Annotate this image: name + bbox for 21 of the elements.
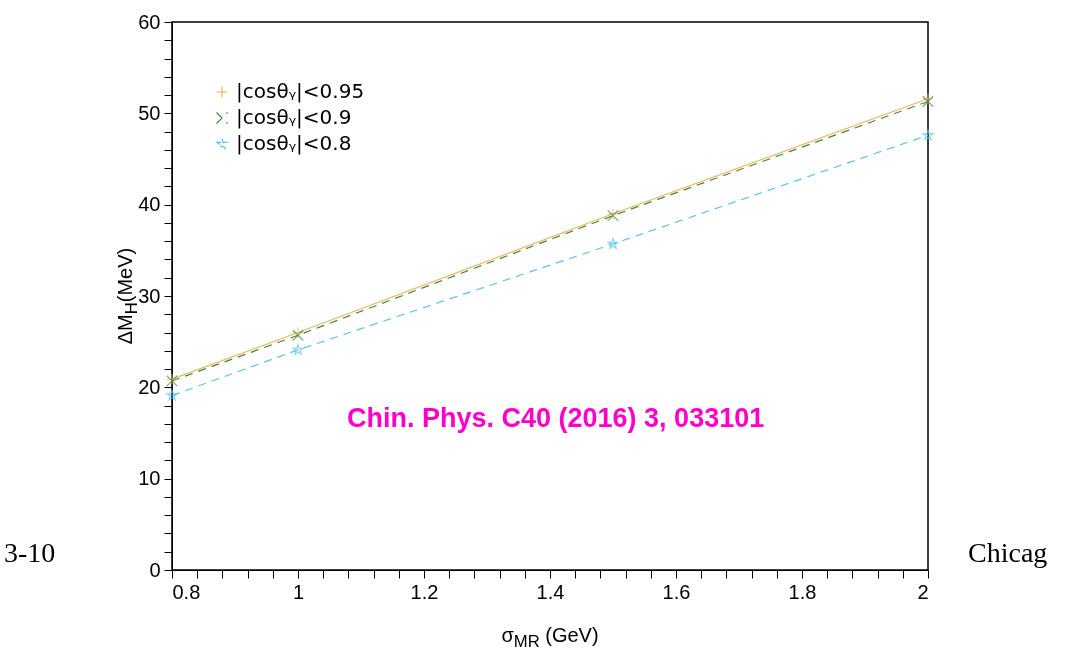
x-tick-label: 2 xyxy=(917,580,929,603)
y-tick-label: 50 xyxy=(138,101,161,124)
legend-label: |cosθᵧ|<0.95 xyxy=(236,79,365,103)
y-tick-label: 30 xyxy=(138,284,161,307)
x-axis-title: σ$_{MR}$ (GeV) xyxy=(501,624,599,652)
x-tick-label: 1.8 xyxy=(788,580,817,603)
y-tick-label: 0 xyxy=(149,558,161,581)
x-tick-label: 1.6 xyxy=(662,580,691,603)
y-tick-label: 20 xyxy=(138,375,161,398)
legend-label: |cosθᵧ|<0.8 xyxy=(236,131,352,155)
annotation: Chin. Phys. C40 (2016) 3, 033101 xyxy=(347,402,765,434)
y-tick-label: 60 xyxy=(138,10,161,33)
text: Chicag xyxy=(968,537,1048,569)
y-tick-label: 10 xyxy=(138,467,161,490)
x-tick-label: 1.4 xyxy=(536,580,565,603)
x-tick-label: 0.8 xyxy=(172,580,201,603)
legend-label: |cosθᵧ|<0.9 xyxy=(236,105,352,129)
x-tick-label: 1 xyxy=(292,580,305,603)
y-tick-label: 40 xyxy=(138,193,161,216)
text: 3-10 xyxy=(4,537,56,569)
x-tick-label: 1.2 xyxy=(410,580,439,603)
